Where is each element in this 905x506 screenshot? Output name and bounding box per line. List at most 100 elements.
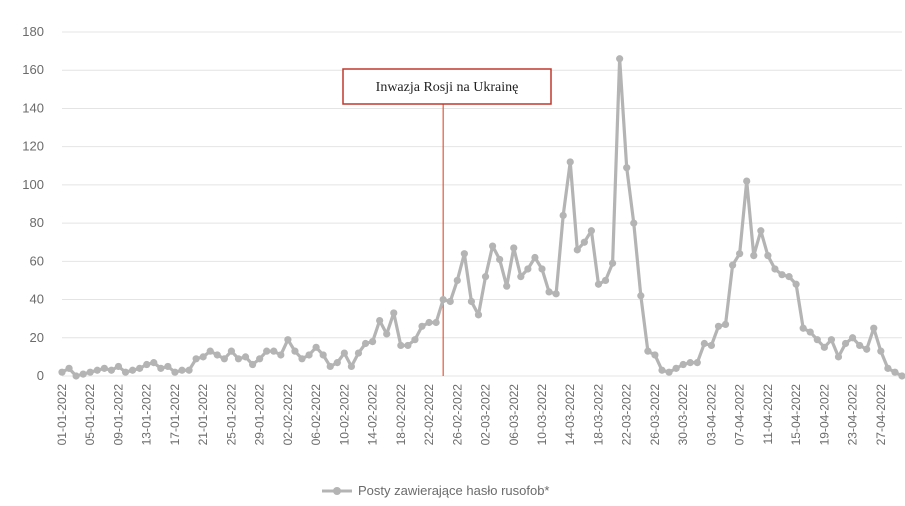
data-point [58,368,66,376]
x-tick-label: 29-01-2022 [253,384,267,446]
data-point [404,341,412,350]
data-point [799,324,807,332]
x-tick-label: 06-02-2022 [309,384,323,446]
data-point [418,322,426,330]
data-point [728,261,737,269]
data-point [256,355,264,363]
x-tick-label: 21-01-2022 [196,384,210,446]
data-point [806,328,814,336]
data-point [368,338,377,346]
data-point [552,290,560,298]
data-point [72,372,80,380]
data-point [693,359,701,367]
x-tick-label: 14-02-2022 [366,384,380,446]
data-point [841,339,850,348]
data-point [319,351,327,359]
y-tick-label: 100 [22,177,44,192]
data-point [164,362,172,371]
x-tick-label: 05-01-2022 [83,384,97,446]
data-point [714,322,723,330]
data-point [898,372,905,380]
data-point [220,355,228,363]
x-tick-label: 22-02-2022 [422,384,436,446]
data-point [686,359,694,367]
data-point [397,341,405,350]
data-point [672,364,680,372]
x-tick-label: 11-04-2022 [761,384,775,445]
data-point [298,355,306,363]
data-point [453,276,461,285]
data-point [178,366,186,374]
data-point [630,219,638,227]
data-point [665,368,673,376]
data-point [376,316,384,325]
x-tick-label: 19-04-2022 [817,384,831,446]
data-point [107,366,116,374]
data-point [573,246,581,254]
data-point [644,347,652,355]
legend: Posty zawierające hasło rusofob* [322,483,550,498]
invasion-annotation: Inwazja Rosji na Ukrainę [342,68,552,105]
data-point [474,311,483,319]
y-tick-label: 180 [22,24,44,39]
data-point [870,324,878,332]
x-tick-label: 18-03-2022 [591,384,605,446]
y-axis-tick-labels: 0 20 40 60 80 100 120 140 160 180 [22,24,44,383]
data-point [234,355,243,363]
data-point [566,158,574,166]
data-point [700,339,708,348]
data-point [446,297,454,306]
data-point [750,252,758,260]
data-point [679,360,687,369]
data-point [425,318,433,327]
data-point [531,253,539,262]
data-point [383,330,391,338]
data-point [361,339,370,348]
data-point [121,368,130,376]
legend-marker-swatch [333,487,341,495]
data-point [827,336,836,344]
legend-label: Posty zawierające hasło rusofob* [358,483,550,498]
data-point [637,292,645,300]
x-tick-label: 17-01-2022 [168,384,182,446]
data-point [79,370,87,378]
x-tick-label: 18-02-2022 [394,384,408,446]
data-point [764,252,772,260]
data-point [248,360,257,369]
data-point [432,318,440,327]
x-tick-label: 10-02-2022 [337,384,351,446]
data-point [848,334,857,342]
data-point [305,351,313,359]
data-point [411,336,419,344]
data-point [86,368,94,376]
data-point [594,280,603,288]
annotation-label: Inwazja Rosji na Ukrainę [376,80,519,95]
data-point [608,259,617,267]
data-point [100,364,108,372]
data-point [227,347,236,355]
data-point [820,343,828,351]
x-tick-label: 27-04-2022 [874,384,888,446]
data-point [206,347,214,355]
data-point [545,288,553,296]
data-point [460,250,468,258]
series-line [61,57,903,378]
y-tick-label: 60 [30,253,44,268]
data-point [496,255,504,264]
x-tick-label: 02-02-2022 [281,384,295,446]
data-point [503,282,511,290]
data-point [390,309,398,317]
x-tick-label: 13-01-2022 [140,384,154,446]
data-point [157,364,165,372]
data-point [580,238,588,246]
data-point [778,271,786,279]
data-point [347,362,356,371]
x-axis-tick-labels: 01-01-2022 05-01-2022 09-01-2022 13-01-2022… [55,384,888,446]
y-tick-label: 0 [37,368,44,383]
data-point [743,177,751,185]
x-tick-label: 26-03-2022 [648,384,662,446]
data-point [538,265,546,273]
data-point [270,347,278,355]
data-point [707,341,716,350]
